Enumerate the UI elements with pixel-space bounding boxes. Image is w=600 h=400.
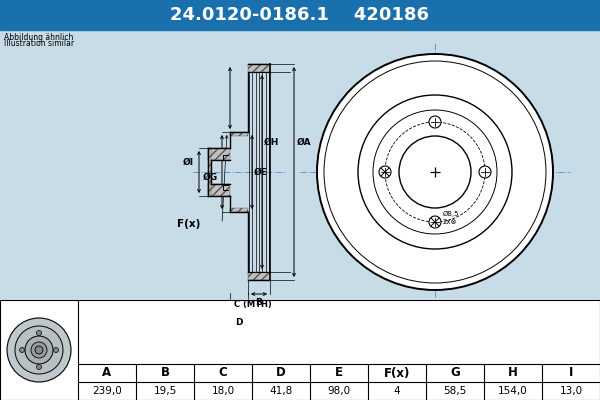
Text: 24.0120-0186.1    420186: 24.0120-0186.1 420186: [170, 6, 430, 24]
Bar: [0, 0, 600, 30]
Text: 2x⊗: 2x⊗: [443, 219, 457, 225]
Circle shape: [429, 216, 441, 228]
Text: 19,5: 19,5: [154, 386, 176, 396]
Text: F(x): F(x): [384, 366, 410, 380]
Text: ØA: ØA: [297, 138, 311, 146]
Circle shape: [373, 110, 497, 234]
Circle shape: [317, 54, 553, 290]
Bar: [208, 184, 230, 196]
Text: 239,0: 239,0: [92, 386, 122, 396]
Bar: [248, 64, 270, 72]
Text: Illustration similar: Illustration similar: [4, 39, 74, 48]
Circle shape: [7, 318, 71, 382]
Circle shape: [53, 348, 59, 352]
Text: E: E: [335, 366, 343, 380]
Text: 58,5: 58,5: [443, 386, 467, 396]
Circle shape: [429, 116, 441, 128]
Circle shape: [479, 166, 491, 178]
Circle shape: [379, 166, 391, 178]
Text: I: I: [569, 366, 573, 380]
Circle shape: [358, 95, 512, 249]
Text: C: C: [218, 366, 227, 380]
Circle shape: [37, 364, 41, 370]
Text: B: B: [161, 366, 170, 380]
Text: D: D: [276, 366, 286, 380]
Bar: [230, 132, 248, 136]
Circle shape: [15, 326, 63, 374]
Bar: [208, 148, 211, 196]
Circle shape: [399, 136, 471, 208]
Text: ØE: ØE: [254, 168, 268, 176]
Circle shape: [37, 330, 41, 336]
Bar: [230, 208, 248, 212]
Text: C (MTH): C (MTH): [234, 300, 272, 308]
Text: ØH: ØH: [264, 138, 280, 146]
Text: 98,0: 98,0: [328, 386, 350, 396]
Circle shape: [19, 348, 25, 352]
Text: A: A: [103, 366, 112, 380]
Text: 41,8: 41,8: [269, 386, 293, 396]
Text: 4: 4: [394, 386, 400, 396]
Text: 154,0: 154,0: [498, 386, 528, 396]
Bar: [208, 148, 230, 160]
Text: ØG: ØG: [203, 172, 218, 182]
Text: D: D: [235, 318, 243, 327]
Text: Ate: Ate: [391, 105, 459, 139]
Text: ®: ®: [480, 217, 490, 227]
Circle shape: [31, 342, 47, 358]
Text: ØI: ØI: [183, 158, 194, 166]
Bar: [0, 300, 600, 400]
Bar: [248, 272, 270, 280]
Text: Abbildung ähnlich: Abbildung ähnlich: [4, 33, 73, 42]
Circle shape: [35, 346, 43, 354]
Text: 13,0: 13,0: [559, 386, 583, 396]
Text: G: G: [450, 366, 460, 380]
Text: F(x): F(x): [176, 219, 200, 229]
Text: B: B: [256, 298, 262, 307]
Circle shape: [324, 61, 546, 283]
Text: H: H: [508, 366, 518, 380]
Text: 18,0: 18,0: [211, 386, 235, 396]
Circle shape: [25, 336, 53, 364]
Text: Ø8,5: Ø8,5: [443, 211, 460, 217]
